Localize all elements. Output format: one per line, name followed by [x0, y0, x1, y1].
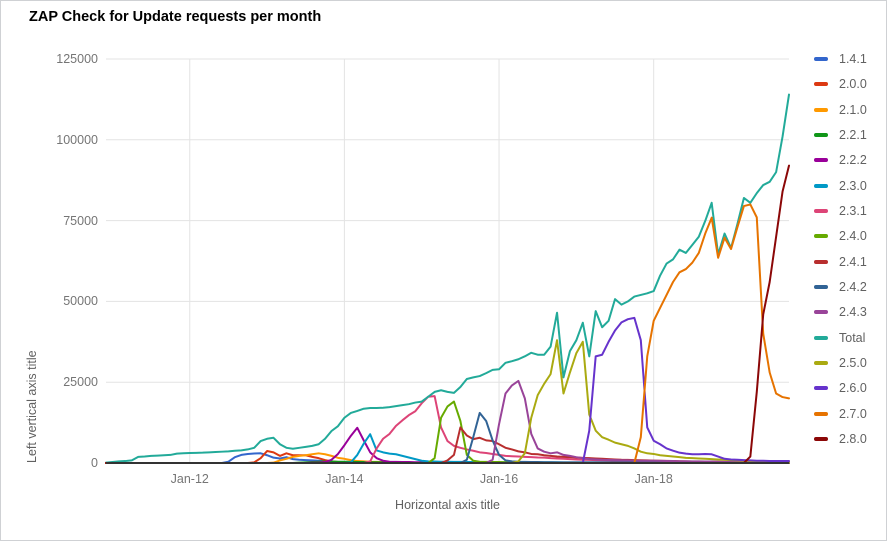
legend-swatch-icon [814, 411, 828, 416]
legend-swatch-icon [814, 57, 828, 61]
y-tick-label: 0 [91, 456, 98, 470]
legend-swatch-icon [814, 158, 828, 163]
legend-item-2.4.3[interactable]: 2.4.3 [814, 304, 867, 320]
series-line-2.4.2[interactable] [105, 411, 790, 464]
legend-item-label: 2.2.2 [839, 153, 867, 168]
x-tick-label: Jan-16 [479, 472, 519, 486]
series-line-2.7.0[interactable] [105, 203, 790, 464]
series-line-2.5.0[interactable] [105, 339, 790, 464]
legend-swatch-icon [814, 284, 828, 289]
legend-item-label: Total [839, 330, 866, 345]
y-tick-label: 25000 [63, 375, 98, 390]
y-tick-label: 50000 [63, 294, 98, 309]
legend-item-label: 2.7.0 [839, 406, 867, 421]
legend-swatch-icon [814, 132, 828, 137]
legend-item-2.2.1[interactable]: 2.2.1 [814, 127, 867, 143]
legend-item-2.3.0[interactable]: 2.3.0 [814, 178, 867, 194]
legend-item-2.5.0[interactable]: 2.5.0 [814, 355, 867, 371]
series-line-Total[interactable] [105, 93, 790, 464]
legend-item-label: 2.6.0 [839, 381, 867, 396]
legend-swatch-icon [814, 436, 828, 441]
legend-item-label: 2.1.0 [839, 102, 867, 117]
legend-item-label: 2.5.0 [839, 355, 867, 370]
y-tick-label: 125000 [56, 52, 98, 66]
legend-item-label: 2.4.3 [839, 305, 867, 320]
legend-item-2.2.2[interactable]: 2.2.2 [814, 152, 867, 168]
legend-swatch-icon [814, 82, 828, 87]
legend-swatch-icon [814, 208, 828, 213]
x-tick-label: Jan-14 [325, 472, 364, 486]
chart-title: ZAP Check for Update requests per month [29, 9, 322, 25]
legend-item-2.4.2[interactable]: 2.4.2 [814, 279, 867, 295]
legend-swatch-icon [814, 259, 828, 264]
legend-item-2.4.1[interactable]: 2.4.1 [814, 254, 867, 270]
legend-item-2.0.0[interactable]: 2.0.0 [814, 76, 867, 92]
legend-swatch-icon [814, 335, 828, 340]
legend-swatch-icon [814, 234, 828, 239]
legend-swatch-icon [814, 360, 828, 365]
x-axis-title: Horizontal axis title [395, 498, 500, 512]
legend-item-2.6.0[interactable]: 2.6.0 [814, 380, 867, 396]
legend-swatch-icon [814, 183, 828, 188]
legend-item-label: 2.4.0 [839, 229, 867, 244]
series-line-2.8.0[interactable] [105, 164, 790, 464]
legend-item-1.4.1[interactable]: 1.4.1 [814, 51, 867, 67]
legend-item-2.3.1[interactable]: 2.3.1 [814, 203, 867, 219]
legend-item-label: 2.4.1 [839, 254, 867, 269]
x-tick-label: Jan-18 [634, 472, 673, 486]
legend-item-label: 2.2.1 [839, 127, 867, 142]
series-line-2.4.3[interactable] [105, 379, 790, 464]
legend-item-2.1.0[interactable]: 2.1.0 [814, 102, 867, 118]
legend-item-label: 2.3.0 [839, 178, 867, 193]
legend-item-label: 1.4.1 [839, 52, 867, 66]
legend-swatch-icon [814, 386, 828, 391]
legend-item-2.7.0[interactable]: 2.7.0 [814, 406, 867, 422]
legend-item-label: 2.8.0 [839, 431, 867, 446]
y-tick-label: 100000 [56, 132, 98, 147]
legend-swatch-icon [814, 107, 828, 112]
legend-swatch-icon [814, 310, 828, 315]
y-tick-label: 75000 [63, 213, 98, 228]
legend-item-2.8.0[interactable]: 2.8.0 [814, 431, 867, 447]
legend-item-label: 2.4.2 [839, 279, 867, 294]
legend-item-Total[interactable]: Total [814, 330, 865, 346]
legend-item-label: 2.0.0 [839, 77, 867, 92]
legend-item-2.4.0[interactable]: 2.4.0 [814, 228, 867, 244]
legend-item-label: 2.3.1 [839, 203, 867, 218]
x-tick-label: Jan-12 [170, 472, 209, 486]
